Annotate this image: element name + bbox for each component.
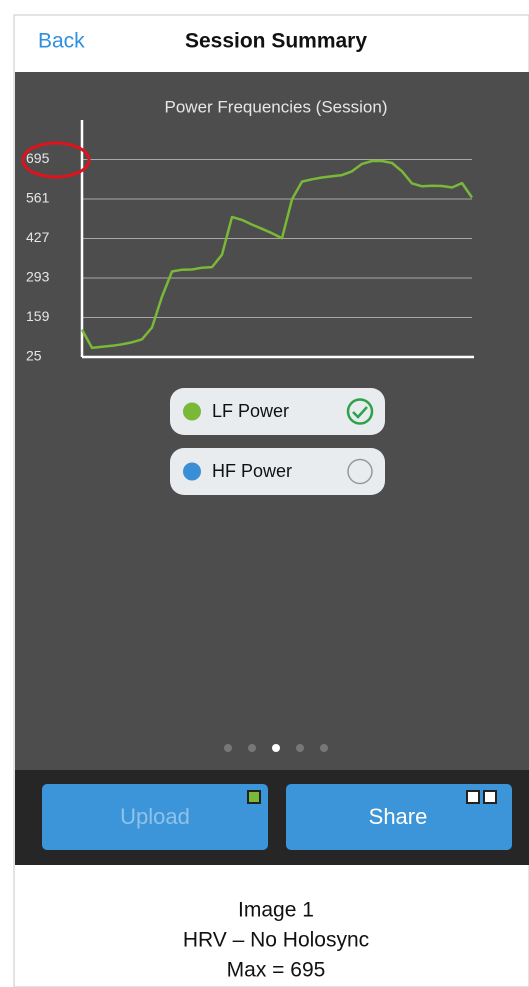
page-dots bbox=[224, 744, 328, 752]
check-mark bbox=[352, 406, 368, 419]
check-circle bbox=[347, 458, 373, 485]
legend-toggle[interactable] bbox=[170, 448, 385, 495]
y-tick-label: 561 bbox=[26, 190, 50, 206]
upload-icon bbox=[247, 790, 261, 804]
check-circle bbox=[346, 398, 374, 425]
share-icon bbox=[466, 790, 480, 804]
legend-swatch bbox=[183, 462, 201, 481]
page-dot bbox=[320, 744, 328, 752]
caption-line: HRV – No Holosync bbox=[183, 929, 369, 952]
y-tick-label: 427 bbox=[26, 229, 50, 245]
legend-label: LF Power bbox=[212, 401, 289, 421]
page-dot bbox=[224, 744, 232, 752]
upload-button[interactable] bbox=[42, 784, 268, 850]
caption-line: Image 1 bbox=[238, 899, 314, 922]
y-tick-label: 695 bbox=[26, 150, 50, 166]
back-button[interactable]: Back bbox=[38, 30, 85, 53]
legend-toggle[interactable] bbox=[170, 388, 385, 435]
y-tick-label: 25 bbox=[26, 348, 42, 364]
share-icon bbox=[483, 790, 497, 804]
chart-title: Power Frequencies (Session) bbox=[165, 97, 388, 116]
nav-title: Session Summary bbox=[185, 30, 367, 53]
share-label: Share bbox=[369, 804, 428, 829]
line-series bbox=[80, 159, 474, 350]
page-dot bbox=[272, 744, 280, 752]
page-dot bbox=[296, 744, 304, 752]
legend-label: HF Power bbox=[212, 461, 292, 481]
upload-label: Upload bbox=[120, 804, 190, 829]
legend: LF Power HF Power bbox=[170, 388, 385, 495]
legend-swatch bbox=[183, 402, 201, 421]
y-tick-label: 159 bbox=[26, 308, 50, 324]
page-dot bbox=[248, 744, 256, 752]
highlight-circle bbox=[21, 141, 91, 179]
chart: 25 159 293 427 561 695 bbox=[26, 120, 474, 364]
y-tick-label: 293 bbox=[26, 269, 50, 285]
share-button[interactable] bbox=[286, 784, 512, 850]
caption-line: Max = 695 bbox=[227, 959, 326, 982]
